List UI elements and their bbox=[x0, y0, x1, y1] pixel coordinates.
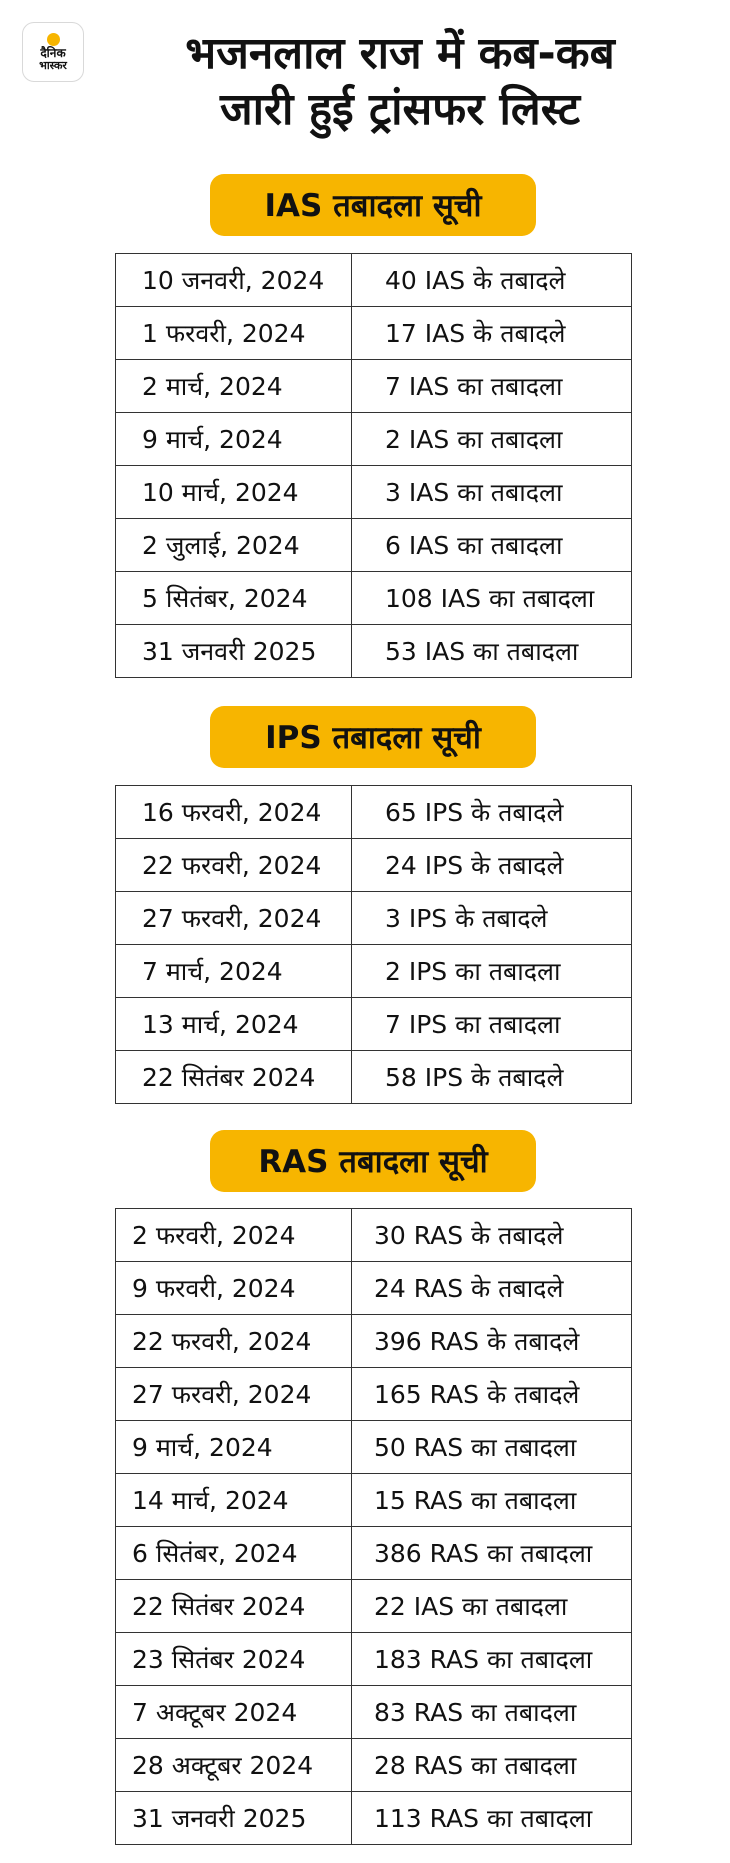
transfer-count-cell: 2 IPS का तबादला bbox=[351, 944, 632, 998]
transfer-count-cell: 58 IPS के तबादले bbox=[351, 1050, 632, 1104]
date-cell: 2 जुलाई, 2024 bbox=[115, 518, 352, 572]
table-row: 22 सितंबर 2024 22 IAS का तबादला bbox=[115, 1579, 632, 1633]
date-cell: 2 फरवरी, 2024 bbox=[115, 1208, 352, 1262]
ips-table: 16 फरवरी, 2024 65 IPS के तबादले 22 फरवरी, … bbox=[115, 785, 632, 1104]
table-row: 31 जनवरी 2025 113 RAS का तबादला bbox=[115, 1791, 632, 1845]
table-row: 22 फरवरी, 2024 24 IPS के तबादले bbox=[115, 838, 632, 892]
table-row: 10 मार्च, 2024 3 IAS का तबादला bbox=[115, 465, 632, 519]
date-cell: 22 सितंबर 2024 bbox=[115, 1579, 352, 1633]
page-title: भजनलाल राज में कब-कब जारी हुई ट्रांसफर ल… bbox=[90, 26, 710, 138]
title-line-2: जारी हुई ट्रांसफर लिस्ट bbox=[219, 84, 581, 135]
date-cell: 22 फरवरी, 2024 bbox=[115, 838, 352, 892]
transfer-count-cell: 24 IPS के तबादले bbox=[351, 838, 632, 892]
ras-table: 2 फरवरी, 2024 30 RAS के तबादले 9 फरवरी, 20… bbox=[115, 1208, 632, 1845]
date-cell: 28 अक्टूबर 2024 bbox=[115, 1738, 352, 1792]
ias-table-body: 10 जनवरी, 2024 40 IAS के तबादले 1 फरवरी, 2… bbox=[115, 253, 632, 678]
table-row: 5 सितंबर, 2024 108 IAS का तबादला bbox=[115, 571, 632, 625]
logo-dot bbox=[46, 32, 60, 46]
table-row: 1 फरवरी, 2024 17 IAS के तबादले bbox=[115, 306, 632, 360]
date-cell: 9 मार्च, 2024 bbox=[115, 1420, 352, 1474]
date-cell: 6 सितंबर, 2024 bbox=[115, 1526, 352, 1580]
title-line-1: भजनलाल राज में कब-कब bbox=[185, 28, 615, 79]
date-cell: 27 फरवरी, 2024 bbox=[115, 891, 352, 945]
transfer-count-cell: 3 IAS का तबादला bbox=[351, 465, 632, 519]
date-cell: 31 जनवरी 2025 bbox=[115, 1791, 352, 1845]
transfer-count-cell: 183 RAS का तबादला bbox=[351, 1632, 632, 1686]
date-cell: 14 मार्च, 2024 bbox=[115, 1473, 352, 1527]
transfer-count-cell: 7 IPS का तबादला bbox=[351, 997, 632, 1051]
logo-line-2: भास्कर bbox=[39, 58, 67, 72]
table-row: 6 सितंबर, 2024 386 RAS का तबादला bbox=[115, 1526, 632, 1580]
transfer-count-cell: 15 RAS का तबादला bbox=[351, 1473, 632, 1527]
transfer-count-cell: 53 IAS का तबादला bbox=[351, 624, 632, 678]
date-cell: 13 मार्च, 2024 bbox=[115, 997, 352, 1051]
date-cell: 22 फरवरी, 2024 bbox=[115, 1314, 352, 1368]
ips-table-body: 16 फरवरी, 2024 65 IPS के तबादले 22 फरवरी, … bbox=[115, 785, 632, 1104]
logo-line-1: दैनिक bbox=[40, 45, 66, 60]
table-row: 2 फरवरी, 2024 30 RAS के तबादले bbox=[115, 1208, 632, 1262]
table-row: 7 मार्च, 2024 2 IPS का तबादला bbox=[115, 944, 632, 998]
table-row: 7 अक्टूबर 2024 83 RAS का तबादला bbox=[115, 1685, 632, 1739]
transfer-count-cell: 108 IAS का तबादला bbox=[351, 571, 632, 625]
table-row: 27 फरवरी, 2024 165 RAS के तबादले bbox=[115, 1367, 632, 1421]
date-cell: 10 जनवरी, 2024 bbox=[115, 253, 352, 307]
table-row: 22 सितंबर 2024 58 IPS के तबादले bbox=[115, 1050, 632, 1104]
ras-section-heading: RAS तबादला सूची bbox=[210, 1130, 536, 1192]
date-cell: 7 मार्च, 2024 bbox=[115, 944, 352, 998]
transfer-count-cell: 113 RAS का तबादला bbox=[351, 1791, 632, 1845]
table-row: 10 जनवरी, 2024 40 IAS के तबादले bbox=[115, 253, 632, 307]
transfer-count-cell: 50 RAS का तबादला bbox=[351, 1420, 632, 1474]
transfer-count-cell: 22 IAS का तबादला bbox=[351, 1579, 632, 1633]
table-row: 16 फरवरी, 2024 65 IPS के तबादले bbox=[115, 785, 632, 839]
table-row: 9 मार्च, 2024 50 RAS का तबादला bbox=[115, 1420, 632, 1474]
logo: दैनिक भास्कर bbox=[22, 22, 84, 82]
table-row: 9 फरवरी, 2024 24 RAS के तबादले bbox=[115, 1261, 632, 1315]
date-cell: 1 फरवरी, 2024 bbox=[115, 306, 352, 360]
ips-section-heading: IPS तबादला सूची bbox=[210, 706, 536, 768]
ias-section-heading: IAS तबादला सूची bbox=[210, 174, 536, 236]
transfer-count-cell: 17 IAS के तबादले bbox=[351, 306, 632, 360]
date-cell: 16 फरवरी, 2024 bbox=[115, 785, 352, 839]
transfer-count-cell: 7 IAS का तबादला bbox=[351, 359, 632, 413]
date-cell: 9 मार्च, 2024 bbox=[115, 412, 352, 466]
table-row: 22 फरवरी, 2024 396 RAS के तबादले bbox=[115, 1314, 632, 1368]
table-row: 2 मार्च, 2024 7 IAS का तबादला bbox=[115, 359, 632, 413]
transfer-count-cell: 386 RAS का तबादला bbox=[351, 1526, 632, 1580]
transfer-count-cell: 165 RAS के तबादले bbox=[351, 1367, 632, 1421]
ias-table: 10 जनवरी, 2024 40 IAS के तबादले 1 फरवरी, 2… bbox=[115, 253, 632, 678]
transfer-count-cell: 396 RAS के तबादले bbox=[351, 1314, 632, 1368]
table-row: 14 मार्च, 2024 15 RAS का तबादला bbox=[115, 1473, 632, 1527]
date-cell: 31 जनवरी 2025 bbox=[115, 624, 352, 678]
ras-table-body: 2 फरवरी, 2024 30 RAS के तबादले 9 फरवरी, 20… bbox=[115, 1208, 632, 1845]
table-row: 2 जुलाई, 2024 6 IAS का तबादला bbox=[115, 518, 632, 572]
transfer-count-cell: 3 IPS के तबादले bbox=[351, 891, 632, 945]
transfer-count-cell: 30 RAS के तबादले bbox=[351, 1208, 632, 1262]
transfer-count-cell: 65 IPS के तबादले bbox=[351, 785, 632, 839]
date-cell: 7 अक्टूबर 2024 bbox=[115, 1685, 352, 1739]
transfer-count-cell: 24 RAS के तबादले bbox=[351, 1261, 632, 1315]
transfer-count-cell: 6 IAS का तबादला bbox=[351, 518, 632, 572]
table-row: 13 मार्च, 2024 7 IPS का तबादला bbox=[115, 997, 632, 1051]
date-cell: 10 मार्च, 2024 bbox=[115, 465, 352, 519]
table-row: 9 मार्च, 2024 2 IAS का तबादला bbox=[115, 412, 632, 466]
table-row: 23 सितंबर 2024 183 RAS का तबादला bbox=[115, 1632, 632, 1686]
date-cell: 27 फरवरी, 2024 bbox=[115, 1367, 352, 1421]
table-row: 27 फरवरी, 2024 3 IPS के तबादले bbox=[115, 891, 632, 945]
transfer-count-cell: 40 IAS के तबादले bbox=[351, 253, 632, 307]
date-cell: 9 फरवरी, 2024 bbox=[115, 1261, 352, 1315]
date-cell: 23 सितंबर 2024 bbox=[115, 1632, 352, 1686]
date-cell: 22 सितंबर 2024 bbox=[115, 1050, 352, 1104]
transfer-count-cell: 83 RAS का तबादला bbox=[351, 1685, 632, 1739]
table-row: 31 जनवरी 2025 53 IAS का तबादला bbox=[115, 624, 632, 678]
date-cell: 2 मार्च, 2024 bbox=[115, 359, 352, 413]
table-row: 28 अक्टूबर 2024 28 RAS का तबादला bbox=[115, 1738, 632, 1792]
date-cell: 5 सितंबर, 2024 bbox=[115, 571, 352, 625]
transfer-count-cell: 28 RAS का तबादला bbox=[351, 1738, 632, 1792]
transfer-count-cell: 2 IAS का तबादला bbox=[351, 412, 632, 466]
